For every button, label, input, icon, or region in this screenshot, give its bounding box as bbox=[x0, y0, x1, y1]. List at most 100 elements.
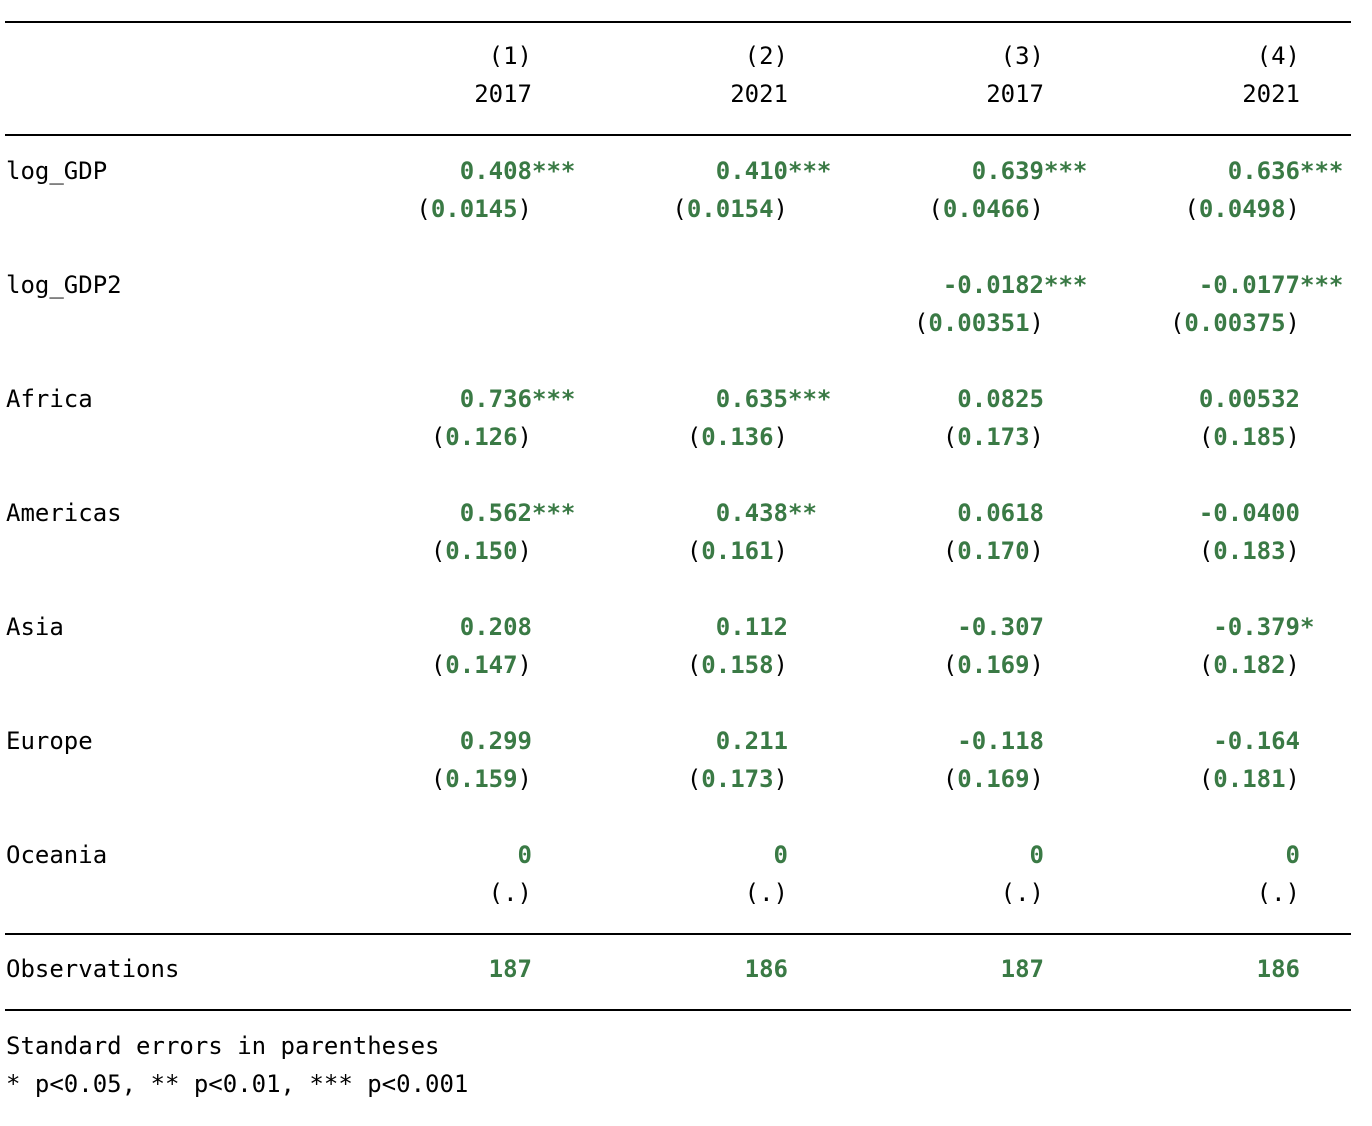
column-year: 2017 bbox=[474, 80, 532, 108]
standard-error-cell: (0.147) bbox=[431, 651, 532, 679]
paren-open: ( bbox=[1169, 309, 1185, 337]
coefficient-cell: -0.118 bbox=[957, 727, 1044, 755]
coefficient-cell: 0.639*** bbox=[972, 157, 1088, 185]
standard-error-value: 0.00351 bbox=[928, 309, 1030, 337]
coefficient-cell: 0.562*** bbox=[460, 499, 576, 527]
paren-close: ) bbox=[1029, 765, 1044, 793]
paren-close: ) bbox=[773, 651, 788, 679]
paren-close: ) bbox=[1029, 537, 1044, 565]
paren-open: ( bbox=[430, 423, 446, 451]
paren-close: ) bbox=[517, 879, 532, 907]
standard-error-value: . bbox=[1271, 879, 1286, 907]
paren-close: ) bbox=[1285, 879, 1300, 907]
paren-close: ) bbox=[773, 765, 788, 793]
standard-error-cell: (0.159) bbox=[431, 765, 532, 793]
coefficient-value: 0 bbox=[517, 841, 532, 869]
paren-close: ) bbox=[517, 765, 532, 793]
coefficient-value: 0 bbox=[1029, 841, 1044, 869]
standard-error-value: 0.161 bbox=[701, 537, 774, 565]
coefficient-value: -0.164 bbox=[1213, 727, 1300, 755]
paren-close: ) bbox=[517, 423, 532, 451]
paren-open: ( bbox=[744, 879, 760, 907]
coefficient-value: 0 bbox=[773, 841, 788, 869]
coefficient-value: 0.408 bbox=[459, 157, 532, 185]
standard-error-value: 0.182 bbox=[1213, 651, 1286, 679]
paren-close: ) bbox=[1029, 195, 1044, 223]
coefficient-cell: -0.164 bbox=[1213, 727, 1300, 755]
standard-error-cell: (0.169) bbox=[943, 765, 1044, 793]
standard-error-value: 0.183 bbox=[1213, 537, 1286, 565]
paren-close: ) bbox=[773, 195, 788, 223]
observations-value: 186 bbox=[1256, 955, 1300, 983]
coefficient-cell: 0.112 bbox=[716, 613, 788, 641]
paren-close: ) bbox=[1285, 423, 1300, 451]
paren-close: ) bbox=[1029, 309, 1044, 337]
standard-error-cell: (0.158) bbox=[687, 651, 788, 679]
standard-error-cell: (0.181) bbox=[1199, 765, 1300, 793]
significance-stars: *** bbox=[1044, 157, 1088, 185]
paren-open: ( bbox=[1198, 765, 1214, 793]
standard-error-value: 0.0145 bbox=[430, 195, 518, 223]
coefficient-value: -0.379 bbox=[1213, 613, 1300, 641]
coefficient-cell: -0.0182*** bbox=[943, 271, 1088, 299]
paren-close: ) bbox=[1285, 765, 1300, 793]
row-label: log_GDP bbox=[6, 157, 108, 185]
paren-open: ( bbox=[1256, 879, 1272, 907]
standard-error-value: 0.158 bbox=[701, 651, 774, 679]
coefficient-cell: 0.00532 bbox=[1199, 385, 1300, 413]
paren-close: ) bbox=[1285, 309, 1300, 337]
coefficient-cell: 0.636*** bbox=[1228, 157, 1344, 185]
standard-error-value: 0.159 bbox=[445, 765, 518, 793]
coefficient-value: 0.736 bbox=[459, 385, 532, 413]
coefficient-value: 0 bbox=[1285, 841, 1300, 869]
paren-open: ( bbox=[942, 765, 958, 793]
paren-close: ) bbox=[517, 537, 532, 565]
paren-open: ( bbox=[928, 195, 943, 223]
standard-error-cell: (.) bbox=[745, 879, 788, 907]
coefficient-cell: 0.299 bbox=[460, 727, 532, 755]
standard-error-cell: (0.0466) bbox=[928, 195, 1044, 223]
standard-error-cell: (.) bbox=[489, 879, 532, 907]
paren-close: ) bbox=[773, 879, 788, 907]
paren-close: ) bbox=[1029, 651, 1044, 679]
standard-error-cell: (0.00351) bbox=[914, 309, 1044, 337]
coefficient-value: 0.299 bbox=[459, 727, 532, 755]
paren-open: ( bbox=[942, 651, 958, 679]
standard-error-value: 0.0154 bbox=[686, 195, 774, 223]
standard-error-cell: (.) bbox=[1257, 879, 1300, 907]
coefficient-value: 0.438 bbox=[715, 499, 788, 527]
significance-stars: *** bbox=[1044, 271, 1088, 299]
standard-error-value: . bbox=[503, 879, 518, 907]
standard-error-cell: (0.00375) bbox=[1170, 309, 1300, 337]
observations-rule bbox=[5, 933, 1351, 935]
standard-error-cell: (0.0154) bbox=[672, 195, 788, 223]
standard-error-value: 0.173 bbox=[957, 423, 1030, 451]
observations-value: 187 bbox=[1000, 955, 1044, 983]
coefficient-value: 0.211 bbox=[715, 727, 788, 755]
significance-stars: *** bbox=[532, 385, 576, 413]
coefficient-value: -0.307 bbox=[957, 613, 1044, 641]
coefficient-value: -0.0400 bbox=[1198, 499, 1300, 527]
coefficient-cell: 0 bbox=[774, 841, 788, 869]
standard-error-cell: (0.0498) bbox=[1184, 195, 1300, 223]
standard-error-cell: (0.170) bbox=[943, 537, 1044, 565]
paren-close: ) bbox=[1029, 879, 1044, 907]
standard-error-value: 0.136 bbox=[701, 423, 774, 451]
coefficient-value: 0.562 bbox=[459, 499, 532, 527]
coefficient-value: 0.0825 bbox=[957, 385, 1044, 413]
paren-close: ) bbox=[1285, 195, 1300, 223]
standard-error-value: 0.170 bbox=[957, 537, 1030, 565]
coefficient-cell: 0.208 bbox=[460, 613, 532, 641]
observations-label: Observations bbox=[6, 955, 180, 983]
paren-open: ( bbox=[1198, 651, 1214, 679]
significance-stars: *** bbox=[1300, 271, 1344, 299]
coefficient-cell: 0 bbox=[1286, 841, 1300, 869]
column-number: (4) bbox=[1256, 42, 1300, 70]
row-label: log_GDP2 bbox=[6, 271, 122, 299]
standard-error-value: 0.147 bbox=[445, 651, 518, 679]
standard-error-value: 0.169 bbox=[957, 651, 1030, 679]
significance-stars: *** bbox=[532, 499, 576, 527]
standard-error-value: . bbox=[759, 879, 774, 907]
standard-error-cell: (0.169) bbox=[943, 651, 1044, 679]
standard-error-cell: (0.173) bbox=[943, 423, 1044, 451]
